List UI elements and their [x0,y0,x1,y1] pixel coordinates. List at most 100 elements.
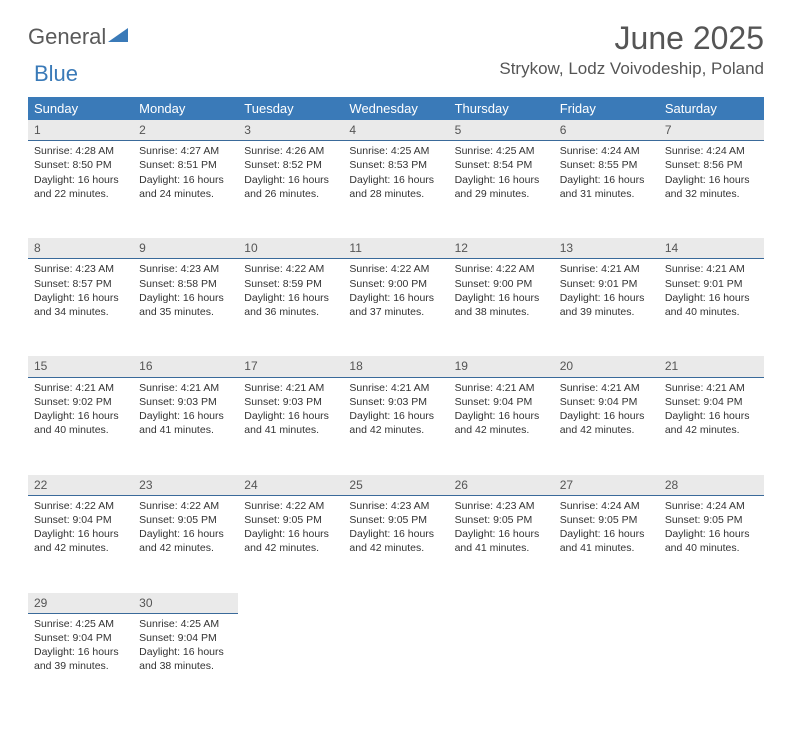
daylight-line: Daylight: 16 hours and 29 minutes. [455,173,548,201]
sunset-line: Sunset: 9:04 PM [34,513,127,527]
sunset-line: Sunset: 8:51 PM [139,158,232,172]
day-cell: Sunrise: 4:26 AMSunset: 8:52 PMDaylight:… [238,141,343,239]
content-row: Sunrise: 4:28 AMSunset: 8:50 PMDaylight:… [28,141,764,239]
daynum-row: 2930 [28,593,764,614]
day-cell: Sunrise: 4:22 AMSunset: 9:00 PMDaylight:… [343,259,448,357]
weekday-header: Sunday [28,97,133,120]
daylight-line: Daylight: 16 hours and 39 minutes. [34,645,127,673]
day-number: 2 [133,120,238,141]
sunrise-line: Sunrise: 4:22 AM [244,262,337,276]
empty-cell [659,593,764,614]
day-number: 7 [659,120,764,141]
day-number: 1 [28,120,133,141]
sunset-line: Sunset: 9:04 PM [455,395,548,409]
sunset-line: Sunset: 8:54 PM [455,158,548,172]
daylight-line: Daylight: 16 hours and 42 minutes. [349,409,442,437]
sunrise-line: Sunrise: 4:25 AM [455,144,548,158]
day-number: 16 [133,356,238,377]
day-number: 20 [554,356,659,377]
calendar-table: Sunday Monday Tuesday Wednesday Thursday… [28,97,764,711]
sunrise-line: Sunrise: 4:25 AM [139,617,232,631]
day-cell: Sunrise: 4:21 AMSunset: 9:04 PMDaylight:… [554,377,659,475]
empty-cell [449,613,554,711]
weekday-header: Saturday [659,97,764,120]
sunrise-line: Sunrise: 4:21 AM [560,381,653,395]
empty-cell [238,613,343,711]
day-cell: Sunrise: 4:25 AMSunset: 8:53 PMDaylight:… [343,141,448,239]
logo-text-blue: Blue [34,61,78,86]
day-number: 6 [554,120,659,141]
empty-cell [554,593,659,614]
sunrise-line: Sunrise: 4:21 AM [244,381,337,395]
day-cell: Sunrise: 4:22 AMSunset: 9:00 PMDaylight:… [449,259,554,357]
day-number: 13 [554,238,659,259]
daynum-row: 15161718192021 [28,356,764,377]
sunset-line: Sunset: 9:04 PM [665,395,758,409]
day-cell: Sunrise: 4:21 AMSunset: 9:03 PMDaylight:… [238,377,343,475]
sunrise-line: Sunrise: 4:21 AM [560,262,653,276]
sunrise-line: Sunrise: 4:28 AM [34,144,127,158]
sunrise-line: Sunrise: 4:22 AM [455,262,548,276]
sunset-line: Sunset: 9:02 PM [34,395,127,409]
sunset-line: Sunset: 9:05 PM [349,513,442,527]
day-cell: Sunrise: 4:21 AMSunset: 9:04 PMDaylight:… [659,377,764,475]
content-row: Sunrise: 4:23 AMSunset: 8:57 PMDaylight:… [28,259,764,357]
day-cell: Sunrise: 4:21 AMSunset: 9:03 PMDaylight:… [343,377,448,475]
day-number: 30 [133,593,238,614]
sunrise-line: Sunrise: 4:21 AM [455,381,548,395]
sunset-line: Sunset: 8:56 PM [665,158,758,172]
daylight-line: Daylight: 16 hours and 35 minutes. [139,291,232,319]
day-number: 19 [449,356,554,377]
day-number: 11 [343,238,448,259]
empty-cell [554,613,659,711]
day-cell: Sunrise: 4:21 AMSunset: 9:01 PMDaylight:… [659,259,764,357]
sunset-line: Sunset: 8:55 PM [560,158,653,172]
content-row: Sunrise: 4:21 AMSunset: 9:02 PMDaylight:… [28,377,764,475]
weekday-header: Monday [133,97,238,120]
sunset-line: Sunset: 8:52 PM [244,158,337,172]
day-cell: Sunrise: 4:25 AMSunset: 9:04 PMDaylight:… [28,613,133,711]
sunrise-line: Sunrise: 4:22 AM [139,499,232,513]
daylight-line: Daylight: 16 hours and 40 minutes. [665,527,758,555]
day-cell: Sunrise: 4:25 AMSunset: 8:54 PMDaylight:… [449,141,554,239]
sunset-line: Sunset: 9:03 PM [349,395,442,409]
daylight-line: Daylight: 16 hours and 40 minutes. [34,409,127,437]
daylight-line: Daylight: 16 hours and 42 minutes. [139,527,232,555]
sunset-line: Sunset: 8:59 PM [244,277,337,291]
sunset-line: Sunset: 9:05 PM [244,513,337,527]
sunset-line: Sunset: 9:05 PM [665,513,758,527]
sunset-line: Sunset: 9:00 PM [455,277,548,291]
content-row: Sunrise: 4:25 AMSunset: 9:04 PM Daylight:… [28,613,764,711]
day-number: 15 [28,356,133,377]
sunrise-line: Sunrise: 4:21 AM [349,381,442,395]
day-cell: Sunrise: 4:21 AMSunset: 9:01 PMDaylight:… [554,259,659,357]
day-cell: Sunrise: 4:24 AMSunset: 8:56 PMDaylight:… [659,141,764,239]
logo: General [28,24,130,50]
day-cell: Sunrise: 4:24 AMSunset: 8:55 PMDaylight:… [554,141,659,239]
daylight-line: Daylight: 16 hours and 24 minutes. [139,173,232,201]
day-cell: Sunrise: 4:27 AMSunset: 8:51 PMDaylight:… [133,141,238,239]
sunrise-line: Sunrise: 4:23 AM [139,262,232,276]
day-number: 9 [133,238,238,259]
weekday-header: Thursday [449,97,554,120]
daylight-line: Daylight: 16 hours and 34 minutes. [34,291,127,319]
empty-cell [238,593,343,614]
weekday-header: Friday [554,97,659,120]
day-cell: Sunrise: 4:21 AMSunset: 9:02 PMDaylight:… [28,377,133,475]
day-cell: Sunrise: 4:23 AMSunset: 9:05 PMDaylight:… [449,495,554,593]
day-cell: Sunrise: 4:22 AMSunset: 9:05 PMDaylight:… [238,495,343,593]
day-number: 10 [238,238,343,259]
sunrise-line: Sunrise: 4:21 AM [139,381,232,395]
sunset-line: Sunset: 9:05 PM [560,513,653,527]
daylight-line: Daylight: 16 hours and 41 minutes. [139,409,232,437]
day-number: 12 [449,238,554,259]
daylight-line: Daylight: 16 hours and 42 minutes. [560,409,653,437]
logo-triangle-icon [108,24,130,50]
empty-cell [343,593,448,614]
sunset-line: Sunset: 9:04 PM [139,631,232,645]
sunset-line: Sunset: 8:58 PM [139,277,232,291]
day-number: 3 [238,120,343,141]
sunset-line: Sunset: 9:05 PM [455,513,548,527]
day-number: 29 [28,593,133,614]
sunrise-line: Sunrise: 4:23 AM [455,499,548,513]
